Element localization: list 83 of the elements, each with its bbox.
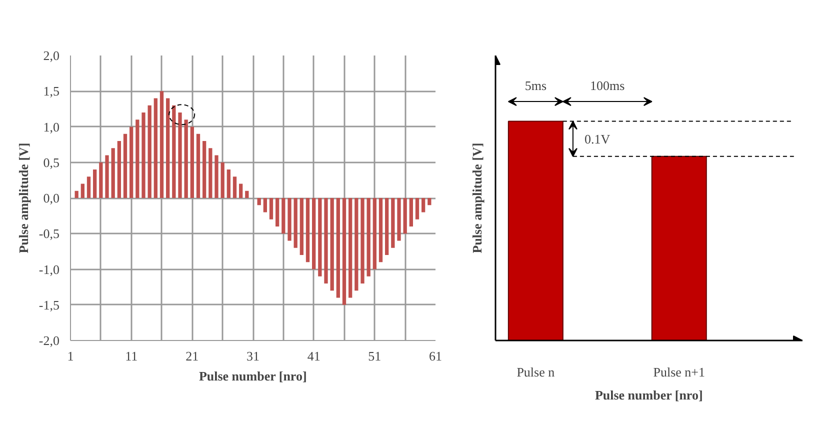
bar: [80, 184, 84, 198]
x-axis-title: Pulse number [nro]: [198, 368, 307, 384]
bar: [123, 134, 128, 198]
bar: [428, 198, 432, 206]
bar: [282, 198, 286, 234]
bar: [403, 198, 407, 234]
bar: [220, 162, 224, 198]
bar: [160, 91, 164, 198]
bar: [294, 198, 298, 248]
bar: [342, 198, 346, 305]
y-axis-title: Pulse amplitude [V]: [470, 142, 484, 254]
bar: [196, 134, 200, 198]
x-tick-label: 11: [125, 348, 138, 364]
bar: [111, 148, 115, 198]
bar: [178, 112, 182, 198]
annotation: 0.1V: [584, 131, 611, 146]
bar: [366, 198, 370, 276]
bar: [232, 176, 237, 198]
bar: [190, 126, 194, 198]
bar: [409, 198, 413, 226]
bar: [117, 141, 121, 198]
bar: [324, 198, 328, 284]
y-tick-label: 0,0: [43, 190, 60, 206]
bar: [257, 198, 261, 206]
bar: [391, 198, 395, 248]
y-tick-label: -0,5: [38, 226, 60, 242]
bar: [422, 198, 426, 212]
bar: [300, 198, 304, 255]
bar: [348, 198, 352, 298]
x-tick-label: 31: [246, 348, 260, 364]
bar: [372, 198, 376, 270]
bar: [226, 170, 230, 198]
text: 100ms: [590, 78, 625, 93]
text: 5ms: [524, 78, 547, 93]
bar: [276, 198, 280, 226]
bar: [263, 198, 267, 212]
y-tick-label: -1,5: [38, 297, 60, 312]
bar: [245, 190, 249, 198]
x-tick-label: 41: [307, 348, 320, 364]
bar: [148, 105, 152, 198]
bar: [105, 155, 109, 198]
bar: [166, 98, 170, 198]
bar: [202, 141, 206, 198]
bar: [86, 176, 91, 198]
bar: [318, 198, 322, 276]
y-axis-title: Pulse amplitude [V]: [16, 142, 31, 254]
y-tick-label: 2,0: [43, 48, 60, 63]
bar: [93, 170, 97, 198]
bar: [239, 184, 243, 198]
x-tick-label: Pulse n: [516, 364, 556, 380]
bar: [354, 198, 358, 291]
y-tick-label: -1,0: [38, 262, 60, 277]
x-tick-label: 61: [429, 348, 442, 364]
bar: [136, 120, 140, 198]
y-tick-label: 1,5: [43, 84, 60, 99]
bar: [288, 198, 292, 241]
bar: [184, 120, 188, 198]
bar: [312, 198, 316, 270]
x-axis-title: Pulse number [nro]: [594, 388, 703, 402]
bar: [99, 162, 103, 198]
bar: [330, 198, 334, 291]
bar: [214, 155, 218, 198]
bar: [130, 126, 134, 198]
x-tick-label: 51: [368, 348, 382, 364]
bar: [172, 105, 176, 198]
y-tick-label: -2,0: [38, 333, 60, 348]
y-tick-label: 0,5: [43, 154, 60, 170]
bar: [306, 198, 310, 262]
x-tick-label: 21: [186, 348, 199, 364]
bar: [154, 98, 158, 198]
bar: [74, 190, 78, 198]
bar: [360, 198, 364, 284]
x-tick-label: Pulse n+1: [653, 364, 706, 380]
bar: [142, 112, 146, 198]
bar: [397, 198, 401, 241]
bar: [208, 148, 212, 198]
bar: [269, 198, 274, 220]
y-tick-label: 1,0: [43, 119, 60, 134]
x-tick-label: 1: [67, 348, 74, 364]
bar: [415, 198, 420, 220]
bar: [385, 198, 389, 255]
bar: [378, 198, 383, 262]
bar: [336, 198, 340, 298]
